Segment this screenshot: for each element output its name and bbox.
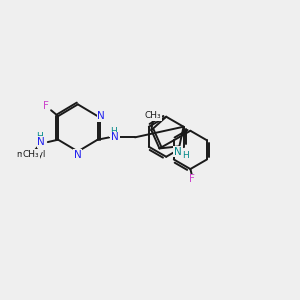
Text: H: H (110, 127, 117, 136)
Text: F: F (43, 101, 49, 111)
Text: CH₃: CH₃ (145, 112, 161, 121)
Text: F: F (189, 174, 195, 184)
Text: N: N (97, 111, 105, 121)
Text: H: H (182, 151, 189, 160)
Text: N: N (38, 137, 45, 147)
Text: CH₃: CH₃ (22, 150, 39, 159)
Text: H: H (36, 132, 43, 141)
Text: N: N (174, 147, 182, 157)
Text: methyl: methyl (16, 150, 45, 159)
Text: N: N (74, 150, 82, 160)
Text: N: N (111, 132, 119, 142)
